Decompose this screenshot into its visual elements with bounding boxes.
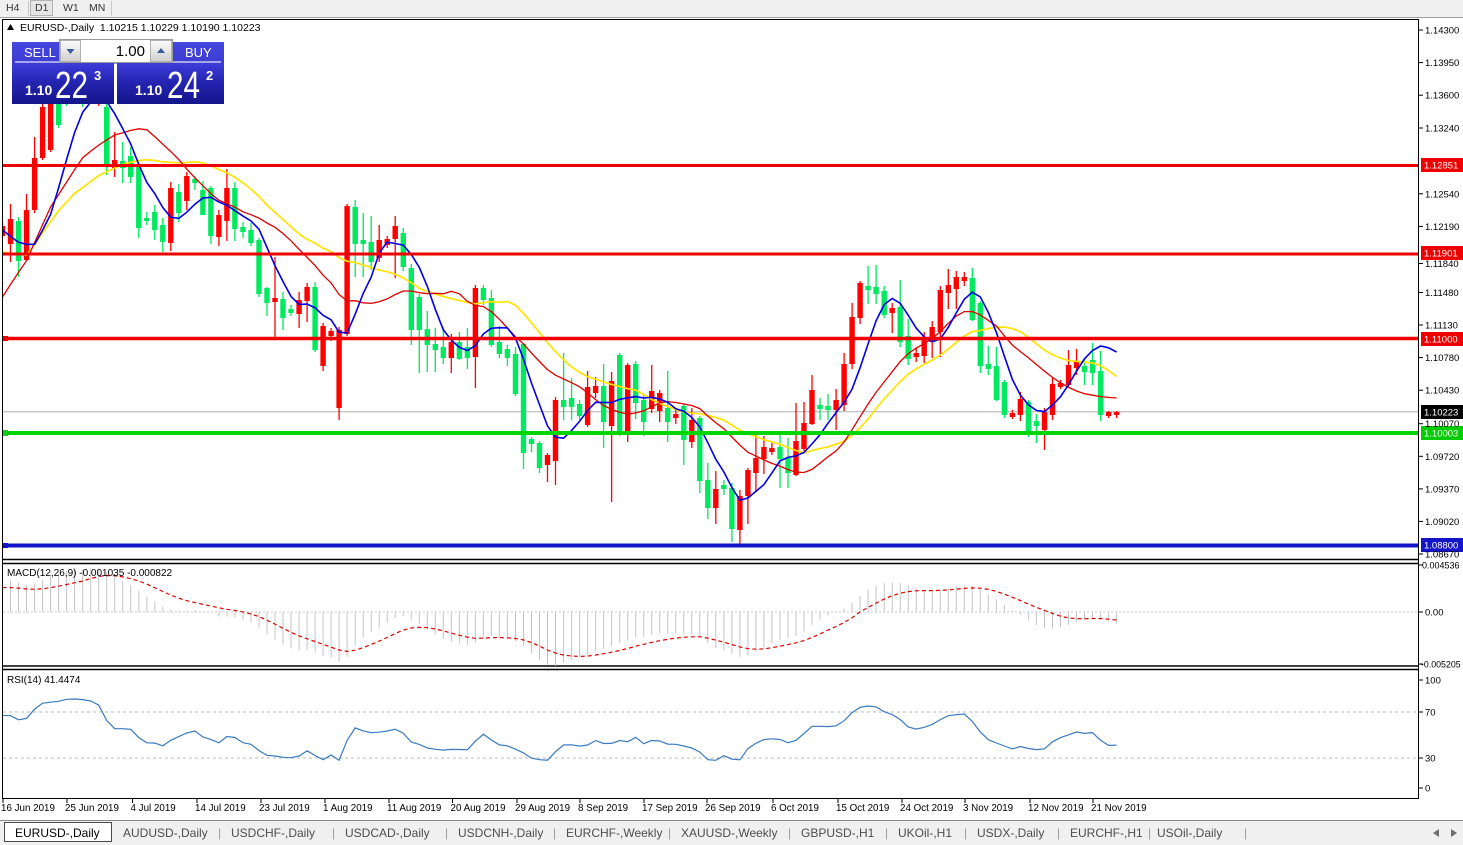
svg-text:1.11901: 1.11901 xyxy=(1424,249,1458,260)
svg-text:1.11480: 1.11480 xyxy=(1425,288,1459,299)
svg-text:1.10070: 1.10070 xyxy=(1425,419,1459,430)
svg-text:14 Jul 2019: 14 Jul 2019 xyxy=(195,803,246,814)
svg-text:1.10430: 1.10430 xyxy=(1425,386,1459,397)
svg-text:70: 70 xyxy=(1425,708,1436,719)
svg-text:30: 30 xyxy=(1425,754,1436,765)
svg-text:GBPUSD-,H1: GBPUSD-,H1 xyxy=(801,826,875,840)
svg-text:MN: MN xyxy=(89,2,105,14)
svg-text:1.10: 1.10 xyxy=(135,82,162,98)
svg-text:1.12190: 1.12190 xyxy=(1425,222,1459,233)
svg-text:0.00: 0.00 xyxy=(1425,608,1444,619)
svg-text:UKOil-,H1: UKOil-,H1 xyxy=(898,826,952,840)
svg-text:1.09370: 1.09370 xyxy=(1425,484,1459,495)
svg-text:1.11840: 1.11840 xyxy=(1425,259,1459,270)
svg-text:1.10: 1.10 xyxy=(25,82,52,98)
svg-text:EURCHF-,Weekly: EURCHF-,Weekly xyxy=(566,826,662,840)
svg-text:EURUSD-,Daily 1.10215 1.10229: EURUSD-,Daily 1.10215 1.10229 1.10190 1.… xyxy=(20,22,261,34)
svg-text:24: 24 xyxy=(167,65,200,107)
svg-text:USOil-,Daily: USOil-,Daily xyxy=(1157,826,1222,840)
svg-text:2: 2 xyxy=(206,68,213,83)
svg-text:16 Jun 2019: 16 Jun 2019 xyxy=(1,803,55,814)
svg-text:1.14300: 1.14300 xyxy=(1425,26,1459,37)
svg-text:0.004536: 0.004536 xyxy=(1422,561,1460,571)
svg-text:1.09720: 1.09720 xyxy=(1425,452,1459,463)
svg-text:|: | xyxy=(788,826,791,840)
svg-text:6 Oct 2019: 6 Oct 2019 xyxy=(771,803,819,814)
svg-text:EURCHF-,H1: EURCHF-,H1 xyxy=(1070,826,1143,840)
svg-text:17 Sep 2019: 17 Sep 2019 xyxy=(642,803,698,814)
svg-text:1.08800: 1.08800 xyxy=(1424,541,1458,552)
svg-text:|: | xyxy=(553,826,556,840)
svg-text:|: | xyxy=(964,826,967,840)
svg-text:12 Nov 2019: 12 Nov 2019 xyxy=(1028,803,1084,814)
svg-text:|: | xyxy=(1057,826,1060,840)
svg-text:USDCHF-,Daily: USDCHF-,Daily xyxy=(231,826,315,840)
svg-text:15 Oct 2019: 15 Oct 2019 xyxy=(836,803,889,814)
svg-text:|: | xyxy=(332,826,335,840)
svg-text:1.13600: 1.13600 xyxy=(1425,91,1459,102)
svg-text:1.13950: 1.13950 xyxy=(1425,58,1459,69)
svg-text:D1: D1 xyxy=(35,2,49,14)
svg-text:24 Oct 2019: 24 Oct 2019 xyxy=(900,803,953,814)
svg-text:29 Aug 2019: 29 Aug 2019 xyxy=(515,803,570,814)
svg-text:8 Sep 2019: 8 Sep 2019 xyxy=(578,803,628,814)
svg-text:USDX-,Daily: USDX-,Daily xyxy=(977,826,1044,840)
svg-text:1 Aug 2019: 1 Aug 2019 xyxy=(323,803,373,814)
svg-text:22: 22 xyxy=(55,65,88,107)
svg-text:1.00: 1.00 xyxy=(116,43,145,60)
svg-text:23 Jul 2019: 23 Jul 2019 xyxy=(259,803,310,814)
svg-text:XAUUSD-,Weekly: XAUUSD-,Weekly xyxy=(681,826,777,840)
svg-text:1.12851: 1.12851 xyxy=(1424,161,1458,172)
svg-text:|: | xyxy=(445,826,448,840)
svg-text:RSI(14) 41.4474: RSI(14) 41.4474 xyxy=(7,675,81,686)
svg-text:1.12540: 1.12540 xyxy=(1425,189,1459,200)
svg-text:AUDUSD-,Daily: AUDUSD-,Daily xyxy=(123,826,208,840)
svg-text:|: | xyxy=(218,826,221,840)
svg-text:100: 100 xyxy=(1425,676,1441,687)
svg-text:|: | xyxy=(1244,826,1247,840)
svg-text:21 Nov 2019: 21 Nov 2019 xyxy=(1091,803,1147,814)
svg-text:20 Aug 2019: 20 Aug 2019 xyxy=(451,803,506,814)
svg-text:|: | xyxy=(1148,826,1151,840)
svg-text:1.09020: 1.09020 xyxy=(1425,517,1459,528)
svg-text:W1: W1 xyxy=(63,2,79,14)
svg-text:1.11130: 1.11130 xyxy=(1425,321,1458,332)
svg-text:11 Aug 2019: 11 Aug 2019 xyxy=(387,803,441,814)
svg-text:BUY: BUY xyxy=(185,45,212,60)
svg-text:25 Jun 2019: 25 Jun 2019 xyxy=(65,803,119,814)
svg-text:26 Sep 2019: 26 Sep 2019 xyxy=(705,803,761,814)
svg-text:3: 3 xyxy=(94,68,101,83)
svg-text:1.10223: 1.10223 xyxy=(1424,408,1458,419)
svg-text:1.10003: 1.10003 xyxy=(1424,429,1458,440)
svg-text:1.11000: 1.11000 xyxy=(1424,335,1458,346)
svg-text:1.10780: 1.10780 xyxy=(1425,353,1459,364)
svg-text:1.13240: 1.13240 xyxy=(1425,124,1459,135)
svg-text:H4: H4 xyxy=(6,2,20,14)
svg-text:3 Nov 2019: 3 Nov 2019 xyxy=(963,803,1013,814)
svg-text:MACD(12,26,9) -0.001035 -0.000: MACD(12,26,9) -0.001035 -0.000822 xyxy=(7,568,173,579)
svg-text:USDCAD-,Daily: USDCAD-,Daily xyxy=(345,826,430,840)
svg-text:|: | xyxy=(885,826,888,840)
svg-text:0: 0 xyxy=(1425,784,1430,795)
svg-text:EURUSD-,Daily: EURUSD-,Daily xyxy=(15,826,100,840)
svg-text:-0.005205: -0.005205 xyxy=(1421,660,1461,670)
svg-text:USDCNH-,Daily: USDCNH-,Daily xyxy=(458,826,543,840)
svg-text:4 Jul 2019: 4 Jul 2019 xyxy=(131,803,176,814)
svg-text:|: | xyxy=(668,826,671,840)
svg-text:SELL: SELL xyxy=(24,45,56,60)
svg-text:1.08670: 1.08670 xyxy=(1425,550,1459,561)
